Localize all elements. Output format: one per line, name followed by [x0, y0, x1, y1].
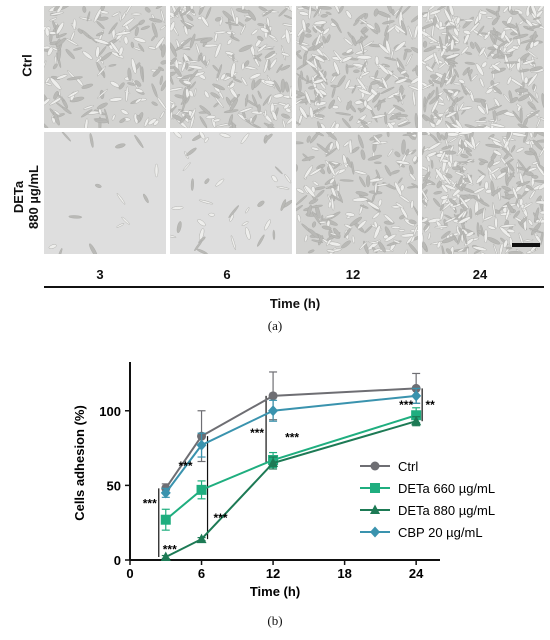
- series-line-1-31: [165, 414, 417, 521]
- data-point-s3-x6-73: [196, 439, 207, 451]
- significance-label-7: **: [425, 398, 435, 412]
- time-label-3: 3: [96, 267, 104, 282]
- data-point-s1-x6-39: [196, 484, 207, 495]
- significance-label-5: ***: [285, 431, 299, 445]
- micrograph-ctrl-3h: [44, 6, 166, 128]
- y-tick-label-0: 0: [114, 553, 121, 568]
- significance-label-4: ***: [250, 426, 264, 440]
- data-point-s1-x3-35: [160, 514, 171, 525]
- time-axis-line: [44, 286, 544, 288]
- significance-label-1: ***: [163, 542, 177, 556]
- legend-label-1: DETa 660 µg/mL: [398, 481, 495, 496]
- data-point-s0-x12-26: [268, 391, 278, 401]
- significance-label-0: ***: [143, 496, 157, 510]
- series-line-0-14: [164, 387, 417, 489]
- legend-marker-0-83: [370, 461, 380, 471]
- y-tick-label-50: 50: [107, 478, 121, 493]
- time-label-6: 6: [223, 267, 231, 282]
- micrograph-ctrl-24h: [422, 6, 544, 128]
- legend-label-2: DETa 880 µg/mL: [398, 503, 495, 518]
- x-tick-label-6: 6: [198, 566, 205, 581]
- data-point-s3-x3-69: [160, 487, 171, 499]
- legend-label-3: CBP 20 µg/mL: [398, 525, 483, 540]
- data-point-s2-x3-52: [160, 551, 171, 562]
- panel-a-time-title: Time (h): [269, 296, 321, 311]
- scale-bar: [512, 243, 540, 247]
- legend-marker-1-85: [370, 483, 380, 493]
- micrograph-deta-3h: [44, 132, 166, 254]
- time-label-24: 24: [472, 267, 488, 282]
- y-axis-title: Cells adhesion (%): [72, 405, 87, 521]
- caption-b: (b): [267, 613, 283, 628]
- data-point-s2-x24-64: [411, 415, 422, 426]
- data-point-s3-x24-81: [411, 390, 422, 402]
- x-tick-label-24: 24: [409, 566, 424, 581]
- series-line-3-65: [164, 394, 417, 494]
- micrograph-ctrl-12h: [296, 6, 418, 128]
- micrograph-deta-6h: [170, 132, 292, 254]
- row-label-ctrl: Ctrl: [19, 54, 35, 77]
- data-point-s3-x12-77: [268, 405, 279, 417]
- x-tick-label-18: 18: [337, 566, 351, 581]
- data-point-s1-x24-47: [411, 410, 422, 421]
- legend-marker-3-89: [370, 526, 380, 538]
- micrograph-deta-24h: [422, 132, 544, 254]
- series-line-2-48: [165, 420, 417, 558]
- legend-label-0: Ctrl: [398, 459, 418, 474]
- caption-a: (a): [267, 318, 283, 333]
- data-point-s2-x12-60: [268, 457, 279, 467]
- legend-marker-2-87: [370, 504, 380, 514]
- x-tick-label-0: 0: [126, 566, 133, 581]
- significance-label-6: ***: [399, 398, 413, 412]
- y-tick-label-100: 100: [99, 404, 121, 419]
- x-tick-label-12: 12: [266, 566, 280, 581]
- data-point-s2-x6-56: [196, 533, 207, 544]
- significance-label-2: ***: [179, 459, 193, 473]
- x-axis-title: Time (h): [250, 584, 300, 599]
- adhesion-chart: 0 6 12 18 24 0 50 100 Time (h) Cells adhesion (%)…: [72, 362, 495, 599]
- micrograph-ctrl-6h: [170, 6, 292, 128]
- micrograph-deta-12h: [296, 132, 418, 254]
- significance-label-3: ***: [214, 511, 228, 525]
- row-label-deta-880-text: DETa 880 µg/mL: [11, 165, 41, 229]
- row-label-deta-880: DETa 880 µg/mL: [11, 157, 41, 237]
- time-label-12: 12: [345, 267, 361, 282]
